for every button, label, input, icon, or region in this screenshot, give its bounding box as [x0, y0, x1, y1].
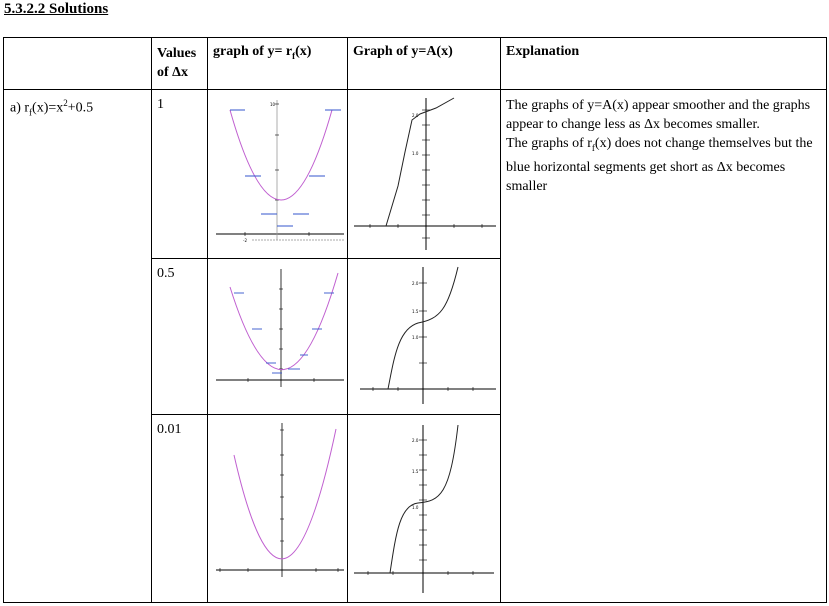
explanation-cell: The graphs of y=A(x) appear smoother and…	[500, 89, 827, 603]
dx-value: 0.01	[151, 414, 208, 603]
table-row: a) rf(x)=x2+0.5 1 10 -2	[3, 89, 827, 603]
svg-text:1.0: 1.0	[412, 505, 419, 510]
header-graph-a: Graph of y=A(x)	[347, 37, 501, 90]
table-row: 0.5	[4, 258, 827, 415]
svg-text:2.0: 2.0	[412, 438, 419, 443]
graph-r-dx-1: 10 -2	[216, 100, 344, 243]
graph-a-cell: 2.0 1.5 1.0	[347, 258, 501, 415]
svg-text:1.5: 1.5	[412, 469, 419, 474]
explanation-line-1: The graphs of y=A(x) appear smoother and…	[506, 98, 811, 132]
graph-r-cell	[207, 414, 348, 603]
section-heading: 5.3.2.2 Solutions	[4, 1, 109, 17]
header-row: Values of Δx graph of y= rf(x) Graph of y…	[3, 37, 827, 90]
header-empty	[3, 37, 152, 90]
header-explanation: Explanation	[500, 37, 827, 90]
solutions-table: Values of Δx graph of y= rf(x) Graph of y…	[3, 37, 827, 603]
graph-a-dx-1: 1.0 2.0	[354, 97, 496, 250]
graph-r-dx-001	[216, 423, 344, 577]
svg-text:1.0: 1.0	[412, 335, 419, 340]
graph-a-dx-05: 2.0 1.5 1.0	[360, 266, 496, 404]
svg-text:2.0: 2.0	[412, 113, 419, 118]
graph-a-dx-001: 2.0 1.5 1.0	[354, 424, 494, 593]
explanation-line-2: The graphs of rf(x) does not change them…	[506, 136, 813, 194]
dx-value: 0.5	[151, 258, 208, 415]
svg-text:10: 10	[270, 102, 276, 107]
svg-text:1.5: 1.5	[412, 309, 419, 314]
table-row: 0.01 2.0 1.5 1.	[4, 414, 827, 603]
dx-value: 1	[151, 89, 208, 259]
svg-text:-2: -2	[243, 238, 247, 243]
graph-a-cell: 1.0 2.0	[347, 89, 501, 259]
graph-r-cell	[207, 258, 348, 415]
svg-text:2.0: 2.0	[412, 281, 419, 286]
svg-text:1.0: 1.0	[412, 151, 419, 156]
header-values: Values of Δx	[151, 37, 208, 90]
graph-a-cell: 2.0 1.5 1.0	[347, 414, 501, 603]
header-graph-r: graph of y= rf(x)	[207, 37, 348, 90]
graph-r-cell: 10 -2	[207, 89, 348, 259]
row-label: a) rf(x)=x2+0.5	[3, 89, 152, 603]
graph-r-dx-05	[216, 269, 344, 387]
